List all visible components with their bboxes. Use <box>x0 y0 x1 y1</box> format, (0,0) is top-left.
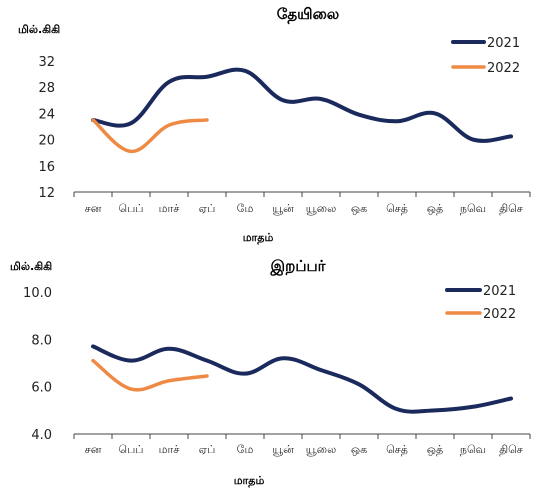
legend-label: 2021 <box>483 284 516 299</box>
x-axis-label: மாதம் <box>243 231 274 245</box>
x-tick-label: யூலை <box>306 202 336 215</box>
x-tick-label: ஒத் <box>427 443 443 456</box>
x-tick-label: மாச் <box>159 202 180 215</box>
x-tick-label: யூலை <box>306 443 336 456</box>
legend-label: 2022 <box>487 61 520 76</box>
x-tick-label: பெப் <box>119 202 144 215</box>
series-line-2021 <box>91 344 513 414</box>
series-line-2021 <box>91 67 513 143</box>
series-line-2022 <box>91 358 209 392</box>
y-tick-label: 16 <box>38 160 55 175</box>
y-tick-label: 32 <box>38 55 55 70</box>
y-tick-label: 12 <box>38 186 55 201</box>
x-tick-label: யூன் <box>272 202 294 215</box>
x-tick-label: சன <box>85 202 102 215</box>
x-tick-label: நவெ <box>460 443 486 456</box>
x-axis-label: மாதம் <box>234 474 265 488</box>
x-tick-label: ஒத் <box>427 202 443 215</box>
y-tick-label: 28 <box>38 81 55 96</box>
x-tick-label: திசெ <box>499 202 523 215</box>
x-tick-label: ஒக <box>351 202 367 215</box>
y-tick-label: 4.0 <box>31 428 52 443</box>
x-tick-label: மே <box>237 443 254 456</box>
chart-title: இறப்பர் <box>270 257 327 276</box>
x-tick-label: ஏப் <box>199 443 216 456</box>
y-tick-label: 10.0 <box>23 286 52 301</box>
x-tick-label: ஏப் <box>199 202 216 215</box>
x-tick-label: செத் <box>386 202 408 215</box>
x-tick-label: யூன் <box>272 443 294 456</box>
y-axis-label: மில்.கிகி <box>10 260 52 273</box>
y-axis-label: மில்.கிகி <box>18 23 60 36</box>
x-tick-label: சன <box>85 443 102 456</box>
x-tick-label: நவெ <box>460 202 486 215</box>
y-tick-label: 24 <box>38 107 55 122</box>
legend-label: 2021 <box>487 36 520 51</box>
y-tick-label: 6.0 <box>31 381 52 396</box>
y-tick-label: 8.0 <box>31 333 52 348</box>
series-line-2022 <box>91 118 209 154</box>
y-tick-label: 20 <box>38 134 55 149</box>
x-tick-label: மாச் <box>159 443 180 456</box>
chart-title: தேயிலை <box>277 5 339 24</box>
x-tick-label: திசெ <box>499 443 523 456</box>
legend-label: 2022 <box>483 307 516 322</box>
x-tick-label: ஒக <box>351 443 367 456</box>
x-tick-label: செத் <box>386 443 408 456</box>
x-tick-label: பெப் <box>119 443 144 456</box>
x-tick-label: மே <box>237 202 254 215</box>
